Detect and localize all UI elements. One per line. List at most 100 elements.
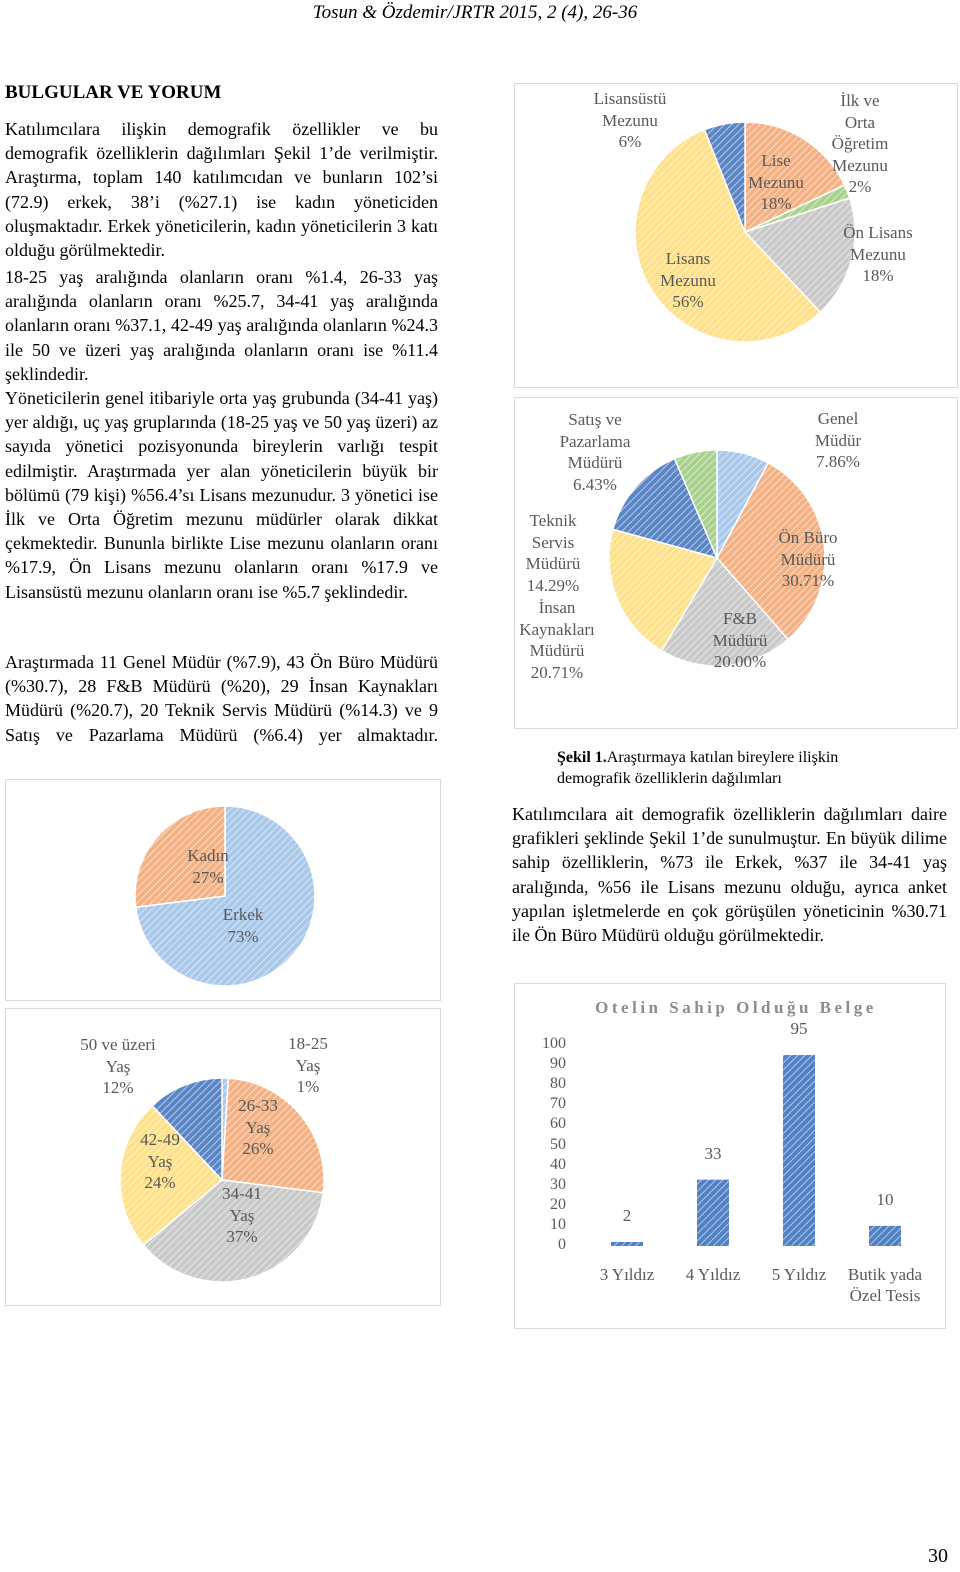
y-tick-label: 30 xyxy=(550,1175,566,1193)
bar xyxy=(697,1179,729,1246)
slice-name: Lise Mezunu xyxy=(748,151,804,192)
data-label: 10 xyxy=(876,1189,894,1209)
x-tick-label: Butik yada Özel Tesis xyxy=(847,1265,923,1305)
paragraph: Yöneticilerin genel itibariyle orta yaş … xyxy=(5,388,438,602)
chart-title: Otelin Sahip Olduğu Belge xyxy=(595,998,877,1017)
bar xyxy=(611,1241,643,1246)
slice-name: 34-41 Yaş xyxy=(222,1184,262,1225)
pie-slice xyxy=(119,1104,224,1247)
slice-label: Lisansüstü Mezunu 6% xyxy=(588,88,672,153)
slice-label: Ön Büro Müdürü 30.71% xyxy=(770,527,846,592)
slice-name: Genel Müdür xyxy=(814,409,862,450)
pie-slice xyxy=(221,1077,325,1194)
chart-frame xyxy=(5,779,441,1001)
paragraph: Araştırmada 11 Genel Müdür (%7.9), 43 Ön… xyxy=(5,652,438,745)
y-tick-label: 60 xyxy=(550,1115,566,1133)
y-tick-label: 10 xyxy=(550,1215,566,1233)
slice-value: 18% xyxy=(862,266,894,285)
chart-frame xyxy=(514,83,958,388)
data-label: 2 xyxy=(622,1205,632,1225)
x-tick-label: 3 Yıldız xyxy=(599,1265,655,1284)
slice-label: Genel Müdür 7.86% xyxy=(803,408,873,473)
pie-slice xyxy=(634,128,822,343)
chart-frame xyxy=(514,983,946,1329)
slice-name: Lisans Mezunu xyxy=(660,249,716,290)
slice-name: Erkek xyxy=(222,905,264,924)
slice-label: 34-41 Yaş 37% xyxy=(212,1183,272,1248)
slice-value: 14.29% xyxy=(526,575,580,595)
data-label: 33 xyxy=(704,1143,722,1163)
pie-slice xyxy=(151,1077,223,1182)
caption-text: Araştırmaya katılan bireylere ilişkin de… xyxy=(557,749,839,787)
slice-label: Ön Lisans Mezunu 18% xyxy=(842,222,914,287)
y-tick-label: 50 xyxy=(550,1135,566,1153)
paragraph: Katılımcılara ait demografik özellikleri… xyxy=(512,804,947,946)
slice-name: Kadın xyxy=(187,846,229,865)
slice-name: F&B Müdürü xyxy=(712,609,768,650)
slice-label: Lisans Mezunu 56% xyxy=(653,248,723,313)
slice-label: F&B Müdürü 20.00% xyxy=(704,608,776,673)
section-title: BULGULAR VE YORUM xyxy=(5,82,222,103)
slice-name: Ön Büro Müdürü xyxy=(778,528,838,569)
slice-name: 42-49 Yaş xyxy=(140,1130,180,1171)
slice-value: 6% xyxy=(618,132,642,151)
slice-label: Lise Mezunu 18% xyxy=(741,150,811,215)
pie-slice xyxy=(608,528,719,652)
slice-label: 18-25 Yaş 1% xyxy=(278,1033,338,1098)
slice-value: 1% xyxy=(296,1077,320,1096)
slice-name: 18-25 Yaş xyxy=(288,1034,328,1075)
slice-label: Teknik Servis Müdürü 14.29% xyxy=(520,510,586,596)
slice-name: İnsan Kaynakları Müdürü xyxy=(519,598,595,660)
pie-slice xyxy=(716,461,826,641)
slice-name: Teknik Servis Müdürü xyxy=(525,511,581,573)
y-tick-label: 0 xyxy=(558,1236,566,1253)
running-header: Tosun & Özdemir/JRTR 2015, 2 (4), 26-36 xyxy=(0,2,950,24)
slice-value: 26% xyxy=(242,1139,274,1158)
slice-name: İlk ve Orta Öğretim Mezunu xyxy=(831,91,889,175)
slice-label: 50 ve üzeri Yaş 12% xyxy=(73,1034,163,1099)
slice-label: 26-33 Yaş 26% xyxy=(228,1095,288,1160)
y-tick-label: 100 xyxy=(542,1035,566,1052)
slice-label: Satış ve Pazarlama Müdürü 6.43% xyxy=(553,409,637,495)
pie-slice xyxy=(134,805,226,909)
slice-value: 27% xyxy=(192,867,224,887)
caption-label: Şekil 1. xyxy=(557,749,607,766)
slice-name: Lisansüstü Mezunu xyxy=(593,89,667,130)
slice-name: Satış ve Pazarlama Müdürü xyxy=(559,410,631,472)
paragraph: Katılımcılara ilişkin demografik özellik… xyxy=(5,119,438,261)
header-text: Tosun & Özdemir/JRTR 2015, 2 (4), 26-36 xyxy=(312,2,638,23)
slice-value: 24% xyxy=(144,1173,176,1192)
paragraph: 18-25 yaş aralığında olanların oranı %1.… xyxy=(5,267,438,384)
x-tick-label: 5 Yıldız xyxy=(771,1265,827,1284)
x-tick-label: 4 Yıldız xyxy=(685,1265,741,1284)
slice-name: Ön Lisans Mezunu xyxy=(843,223,913,264)
slice-value: 2% xyxy=(848,177,872,196)
slice-value: 73% xyxy=(227,926,259,946)
slice-label: İnsan Kaynakları Müdürü 20.71% xyxy=(519,597,595,683)
y-tick-label: 80 xyxy=(550,1075,566,1093)
pie-slice xyxy=(703,121,746,233)
pie-slice xyxy=(743,197,856,314)
slice-value: 56% xyxy=(672,292,704,311)
pie-slice xyxy=(660,556,790,667)
pie-slice xyxy=(611,457,719,560)
slice-label: Erkek 73% xyxy=(213,904,273,947)
chart-frame xyxy=(514,397,958,729)
slice-name: 50 ve üzeri Yaş xyxy=(80,1035,156,1076)
y-tick-label: 20 xyxy=(550,1195,566,1213)
slice-name: 26-33 Yaş xyxy=(238,1096,278,1137)
slice-value: 30.71% xyxy=(781,571,835,590)
data-label: 95 xyxy=(790,1019,808,1039)
slice-value: 20.71% xyxy=(530,662,584,682)
pie-slice xyxy=(142,1179,325,1283)
slice-label: Kadın 27% xyxy=(178,845,238,888)
chart-frame xyxy=(5,1008,441,1306)
slice-value: 20.00% xyxy=(713,652,767,671)
slice-value: 12% xyxy=(102,1078,134,1097)
bar xyxy=(869,1225,901,1246)
slice-label: 42-49 Yaş 24% xyxy=(130,1129,190,1194)
slice-value: 37% xyxy=(226,1227,258,1246)
y-tick-label: 90 xyxy=(550,1055,566,1073)
